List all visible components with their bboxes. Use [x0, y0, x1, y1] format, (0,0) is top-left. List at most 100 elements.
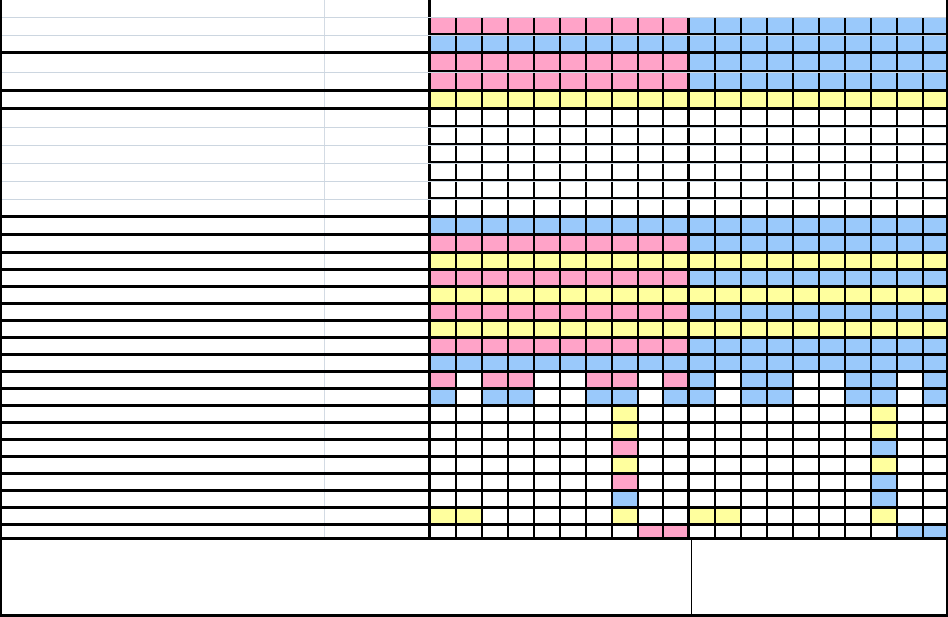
grid-cell[interactable]: [923, 254, 946, 268]
grid-cell[interactable]: [456, 218, 483, 233]
grid-cell[interactable]: [846, 200, 872, 215]
grid-cell[interactable]: [794, 373, 821, 387]
grid-cell[interactable]: [560, 110, 587, 127]
grid-cell[interactable]: [586, 373, 613, 387]
grid-cell[interactable]: [456, 73, 483, 89]
grid-cell[interactable]: [690, 407, 717, 421]
grid-cell[interactable]: [534, 110, 561, 127]
grid-cell[interactable]: [742, 54, 769, 72]
grid-cell[interactable]: [534, 526, 561, 540]
grid-cell[interactable]: [820, 54, 846, 72]
grid-cell[interactable]: [612, 73, 639, 89]
table-row[interactable]: [2, 110, 946, 128]
grid-cell[interactable]: [508, 164, 535, 181]
grid-cell[interactable]: [768, 288, 795, 302]
grid-cell[interactable]: [820, 146, 846, 163]
table-row[interactable]: [2, 36, 946, 54]
grid-cell[interactable]: [612, 92, 639, 107]
grid-cell[interactable]: [638, 526, 665, 540]
grid-cell[interactable]: [871, 475, 898, 489]
grid-cell[interactable]: [482, 0, 509, 17]
grid-cell[interactable]: [742, 0, 769, 17]
table-row[interactable]: [2, 492, 946, 509]
grid-cell[interactable]: [586, 110, 613, 127]
grid-cell[interactable]: [794, 164, 821, 181]
grid-cell[interactable]: [871, 526, 898, 540]
grid-cell[interactable]: [534, 36, 561, 51]
grid-cell[interactable]: [431, 146, 457, 163]
grid-cell[interactable]: [742, 339, 769, 353]
grid-cell[interactable]: [638, 146, 665, 163]
grid-cell[interactable]: [794, 441, 821, 455]
grid-cell[interactable]: [586, 424, 613, 438]
grid-cell[interactable]: [508, 182, 535, 199]
grid-cell[interactable]: [794, 254, 821, 268]
grid-cell[interactable]: [431, 271, 457, 285]
grid-cell[interactable]: [716, 36, 743, 51]
grid-cell[interactable]: [664, 182, 691, 199]
grid-cell[interactable]: [846, 475, 872, 489]
grid-cell[interactable]: [534, 200, 561, 215]
grid-cell[interactable]: [820, 164, 846, 181]
grid-cell[interactable]: [431, 373, 457, 387]
grid-cell[interactable]: [482, 509, 509, 523]
grid-cell[interactable]: [638, 128, 665, 145]
table-row[interactable]: [2, 339, 946, 356]
grid-cell[interactable]: [716, 322, 743, 336]
grid-cell[interactable]: [431, 441, 457, 455]
grid-cell[interactable]: [690, 92, 717, 107]
grid-cell[interactable]: [534, 254, 561, 268]
row-label-secondary[interactable]: [325, 73, 428, 89]
grid-cell[interactable]: [897, 373, 924, 387]
grid-cell[interactable]: [534, 182, 561, 199]
grid-cell[interactable]: [794, 492, 821, 506]
grid-cell[interactable]: [664, 92, 691, 107]
grid-cell[interactable]: [508, 110, 535, 127]
grid-cell[interactable]: [846, 373, 872, 387]
grid-cell[interactable]: [846, 390, 872, 404]
grid-cell[interactable]: [820, 322, 846, 336]
grid-cell[interactable]: [534, 356, 561, 370]
grid-cell[interactable]: [716, 110, 743, 127]
grid-cell[interactable]: [586, 271, 613, 285]
grid-cell[interactable]: [923, 92, 946, 107]
grid-cell[interactable]: [690, 236, 717, 251]
grid-cell[interactable]: [664, 288, 691, 302]
row-label-secondary[interactable]: [325, 110, 428, 127]
grid-cell[interactable]: [794, 526, 821, 540]
table-row[interactable]: [2, 322, 946, 339]
grid-cell[interactable]: [456, 288, 483, 302]
grid-cell[interactable]: [456, 407, 483, 421]
grid-cell[interactable]: [431, 407, 457, 421]
grid-cell[interactable]: [508, 0, 535, 17]
row-label-secondary[interactable]: [325, 441, 428, 455]
grid-cell[interactable]: [456, 146, 483, 163]
grid-cell[interactable]: [871, 407, 898, 421]
grid-cell[interactable]: [431, 164, 457, 181]
grid-cell[interactable]: [716, 73, 743, 89]
grid-cell[interactable]: [690, 182, 717, 199]
grid-cell[interactable]: [534, 128, 561, 145]
grid-cell[interactable]: [431, 322, 457, 336]
grid-cell[interactable]: [560, 356, 587, 370]
grid-cell[interactable]: [768, 146, 795, 163]
grid-cell[interactable]: [508, 271, 535, 285]
grid-cell[interactable]: [456, 356, 483, 370]
row-label-primary[interactable]: [2, 92, 325, 107]
grid-cell[interactable]: [794, 200, 821, 215]
grid-cell[interactable]: [482, 218, 509, 233]
grid-cell[interactable]: [897, 441, 924, 455]
grid-cell[interactable]: [508, 73, 535, 89]
grid-cell[interactable]: [794, 458, 821, 472]
grid-cell[interactable]: [664, 356, 691, 370]
grid-cell[interactable]: [482, 73, 509, 89]
grid-cell[interactable]: [508, 305, 535, 319]
grid-cell[interactable]: [482, 18, 509, 35]
grid-cell[interactable]: [871, 271, 898, 285]
grid-cell[interactable]: [768, 407, 795, 421]
grid-cell[interactable]: [794, 407, 821, 421]
grid-cell[interactable]: [742, 218, 769, 233]
grid-cell[interactable]: [638, 236, 665, 251]
grid-cell[interactable]: [431, 356, 457, 370]
row-label-secondary[interactable]: [325, 458, 428, 472]
